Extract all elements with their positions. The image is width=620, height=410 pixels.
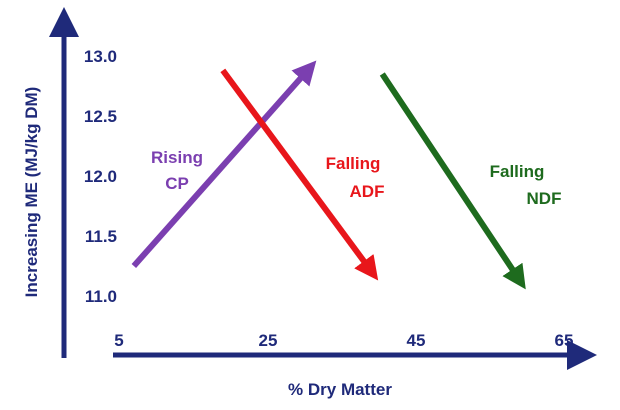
y-tick-label: 12.5 — [84, 107, 117, 126]
series-layer — [131, 60, 526, 290]
series-label-adf-line2: ADF — [350, 182, 385, 201]
y-tick-label: 12.0 — [84, 167, 117, 186]
series-label-adf-line1: Falling — [326, 154, 381, 173]
series-label-ndf-line1: Falling — [490, 162, 545, 181]
series-label-cp-line2: CP — [165, 174, 189, 193]
series-arrow-ndf — [379, 72, 526, 290]
y-axis-title: Increasing ME (MJ/kg DM) — [22, 87, 41, 298]
x-tick-label: 65 — [555, 331, 574, 350]
x-tick-label: 5 — [114, 331, 123, 350]
y-tick-label: 11.5 — [85, 227, 117, 246]
series-arrow-cp — [131, 60, 317, 268]
series-arrow-adf — [220, 68, 379, 281]
x-axis-title: % Dry Matter — [288, 380, 392, 399]
y-tick-label: 11.0 — [85, 287, 117, 306]
series-label-cp-line1: Rising — [151, 148, 203, 167]
series-label-ndf-line2: NDF — [527, 189, 562, 208]
x-tick-label: 45 — [407, 331, 426, 350]
y-tick-label: 13.0 — [84, 47, 117, 66]
x-tick-label: 25 — [259, 331, 278, 350]
